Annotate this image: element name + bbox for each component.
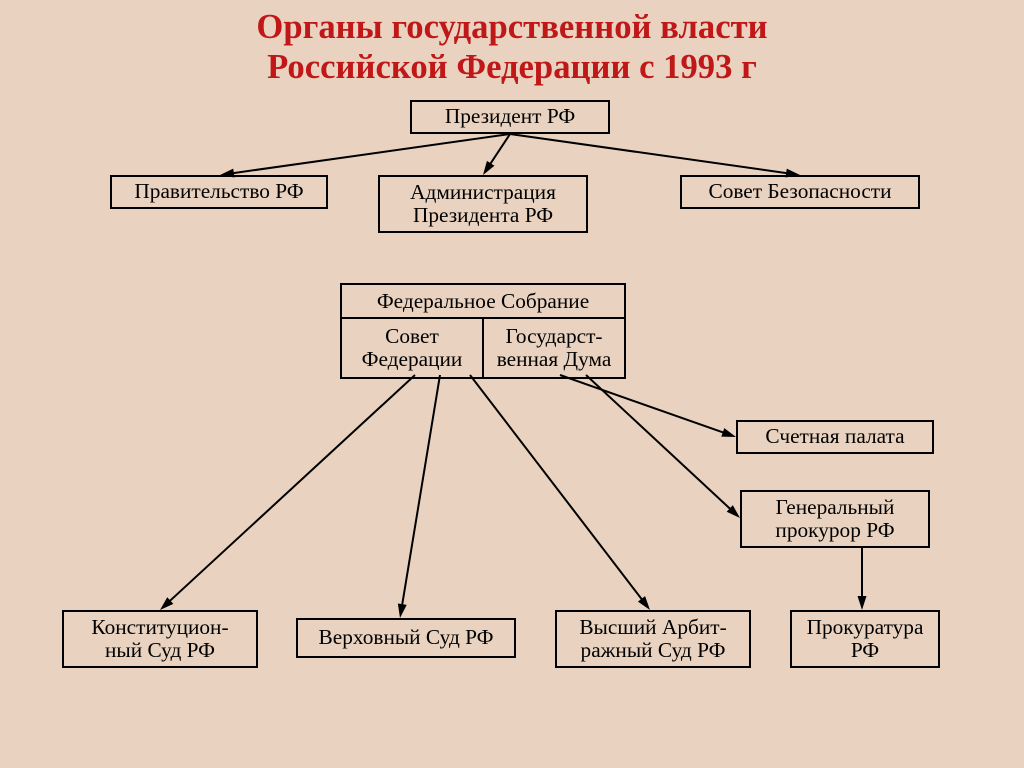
node-prosecutor: Прокуратура РФ (790, 610, 940, 668)
node-administration: Администрация Президента РФ (378, 175, 588, 233)
fedassembly-chambers: Совет ФедерацииГосударст- венная Дума (342, 319, 624, 377)
fedassembly-header: Федеральное Собрание (342, 285, 624, 319)
node-president: Президент РФ (410, 100, 610, 134)
node-arbitrcourt: Высший Арбит- ражный Суд РФ (555, 610, 751, 668)
node-constcourt: Конституцион- ный Суд РФ (62, 610, 258, 668)
node-supremecourt: Верховный Суд РФ (296, 618, 516, 658)
node-seccouncil: Совет Безопасности (680, 175, 920, 209)
fedassembly-council: Совет Федерации (342, 319, 482, 377)
node-fedassembly: Федеральное СобраниеСовет ФедерацииГосуд… (340, 283, 626, 379)
title-line-2: Российской Федерации с 1993 г (267, 48, 757, 86)
node-prosecutorgen: Генеральный прокурор РФ (740, 490, 930, 548)
node-government: Правительство РФ (110, 175, 328, 209)
page-title: Органы государственной власти Российской… (0, 8, 1024, 88)
node-audit: Счетная палата (736, 420, 934, 454)
fedassembly-duma: Государст- венная Дума (482, 319, 624, 377)
title-line-1: Органы государственной власти (256, 8, 767, 46)
